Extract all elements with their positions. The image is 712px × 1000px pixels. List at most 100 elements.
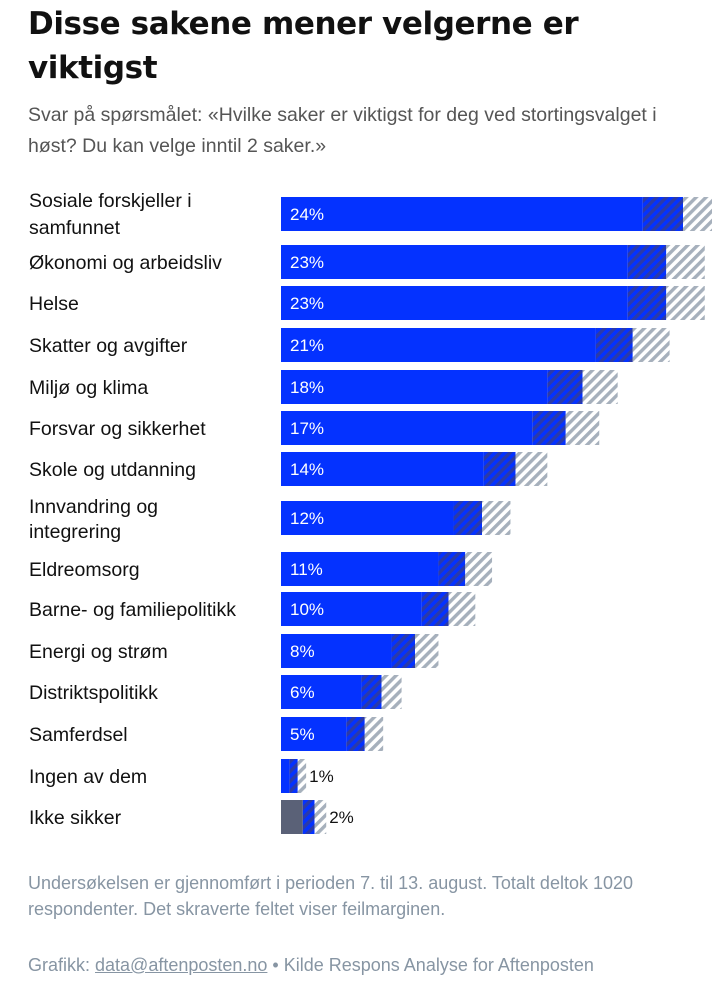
error-margin-upper (381, 675, 402, 709)
error-margin-lower (642, 197, 683, 231)
category-label: Skatter og avgifter (29, 335, 188, 357)
bar-row: Barne- og familiepolitikk 10% (29, 592, 476, 626)
bar-row: Økonomi og arbeidsliv 23% (29, 245, 705, 279)
category-label: Ingen av dem (29, 766, 147, 788)
value-label: 6% (290, 683, 315, 702)
category-label: Økonomi og arbeidsliv (29, 252, 222, 274)
bar (281, 675, 362, 709)
category-label-line: samfunnet (29, 217, 121, 239)
error-margin-lower (627, 286, 667, 320)
bar-row: Miljø og klima 18% (29, 370, 618, 404)
error-margin-upper (364, 717, 384, 751)
bar-row: Distriktspolitikk 6% (29, 675, 402, 709)
bar (281, 800, 303, 834)
error-margin-upper (565, 411, 600, 445)
category-label-line: integrering (29, 521, 121, 543)
bar (281, 501, 454, 535)
category-label: Innvandring og integrering (29, 496, 158, 543)
error-margin-upper (482, 501, 511, 535)
category-label-line: Sosiale forskjeller i (29, 190, 192, 212)
value-label: 5% (290, 725, 315, 744)
bar (281, 370, 548, 404)
value-label: 2% (329, 808, 354, 827)
category-label-line: Innvandring og (29, 496, 158, 518)
category-label: Forsvar og sikkerhet (29, 418, 206, 440)
error-margin-upper (297, 759, 307, 793)
bar-row: Skole og utdanning 14% (29, 452, 548, 486)
error-margin-lower (595, 328, 633, 362)
value-label: 8% (290, 642, 315, 661)
category-label: Eldreomsorg (29, 559, 140, 581)
category-label: Barne- og familiepolitikk (29, 599, 236, 621)
bar (281, 592, 422, 626)
chart-title: Disse sakene mener velgerne er viktigst (28, 6, 579, 86)
value-label: 12% (290, 509, 324, 528)
bar-row: Innvandring og integrering 12% (29, 496, 511, 543)
bar-chart: Sosiale forskjeller i samfunnet 24% Økonomi… (29, 190, 712, 834)
bar-row: Ingen av dem 1% (29, 759, 334, 793)
error-margin-upper (632, 328, 670, 362)
bar-row: Samferdsel 5% (29, 717, 384, 751)
category-label: Distriktspolitikk (29, 682, 158, 704)
bar (281, 759, 290, 793)
error-margin-lower (547, 370, 583, 404)
bar (281, 197, 643, 231)
error-margin-lower (302, 800, 315, 834)
bar (281, 286, 628, 320)
category-label: Samferdsel (29, 724, 128, 746)
error-margin-lower (421, 592, 449, 626)
bar-row: Sosiale forskjeller i samfunnet 24% (29, 190, 712, 239)
error-margin-lower (483, 452, 516, 486)
value-label: 17% (290, 419, 324, 438)
error-margin-lower (627, 245, 667, 279)
error-margin-lower (453, 501, 482, 535)
error-margin-lower (289, 759, 298, 793)
bar-row: Ikke sikker 2% (29, 800, 354, 834)
bar (281, 552, 439, 586)
error-margin-lower (438, 552, 466, 586)
bar-row: Skatter og avgifter 21% (29, 328, 670, 362)
category-label: Skole og utdanning (29, 459, 196, 481)
value-label: 11% (290, 560, 323, 579)
value-label: 1% (309, 767, 334, 786)
error-margin-upper (683, 197, 712, 231)
error-margin-upper (415, 634, 439, 668)
error-margin-upper (515, 452, 548, 486)
error-margin-upper (666, 286, 705, 320)
error-margin-upper (448, 592, 476, 626)
value-label: 21% (290, 336, 324, 355)
bar (281, 245, 628, 279)
category-label: Miljø og klima (29, 377, 148, 399)
value-label: 24% (290, 205, 324, 224)
value-label: 18% (290, 378, 324, 397)
bar-row: Eldreomsorg 11% (29, 552, 493, 586)
error-margin-lower (532, 411, 566, 445)
credit-suffix: • Kilde Respons Analyse for Aftenposten (267, 955, 594, 975)
bar (281, 452, 484, 486)
bar (281, 411, 533, 445)
bar-row: Forsvar og sikkerhet 17% (29, 411, 600, 445)
bar (281, 634, 392, 668)
category-label: Sosiale forskjeller i samfunnet (29, 190, 192, 239)
error-margin-lower (346, 717, 365, 751)
category-label: Helse (29, 293, 79, 315)
error-margin-upper (314, 800, 327, 834)
error-margin-lower (391, 634, 415, 668)
value-label: 14% (290, 460, 324, 479)
category-label: Ikke sikker (29, 807, 122, 829)
error-margin-upper (666, 245, 705, 279)
credit-email-link[interactable]: data@aftenposten.no (95, 955, 268, 975)
survey-note: Undersøkelsen er gjennomført i perioden … (28, 873, 634, 919)
value-label: 10% (290, 600, 324, 619)
bar-row: Energi og strøm 8% (29, 634, 439, 668)
value-label: 23% (290, 294, 324, 313)
value-label: 23% (290, 253, 324, 272)
credit-line: Grafikk: data@aftenposten.no • Kilde Res… (28, 952, 698, 978)
bar-row: Helse 23% (29, 286, 705, 320)
bars-group: Sosiale forskjeller i samfunnet 24% Økonomi… (29, 190, 712, 834)
credit-prefix: Grafikk: (28, 955, 96, 975)
error-margin-upper (582, 370, 618, 404)
error-margin-upper (465, 552, 493, 586)
bar (281, 717, 347, 751)
error-margin-lower (361, 675, 382, 709)
